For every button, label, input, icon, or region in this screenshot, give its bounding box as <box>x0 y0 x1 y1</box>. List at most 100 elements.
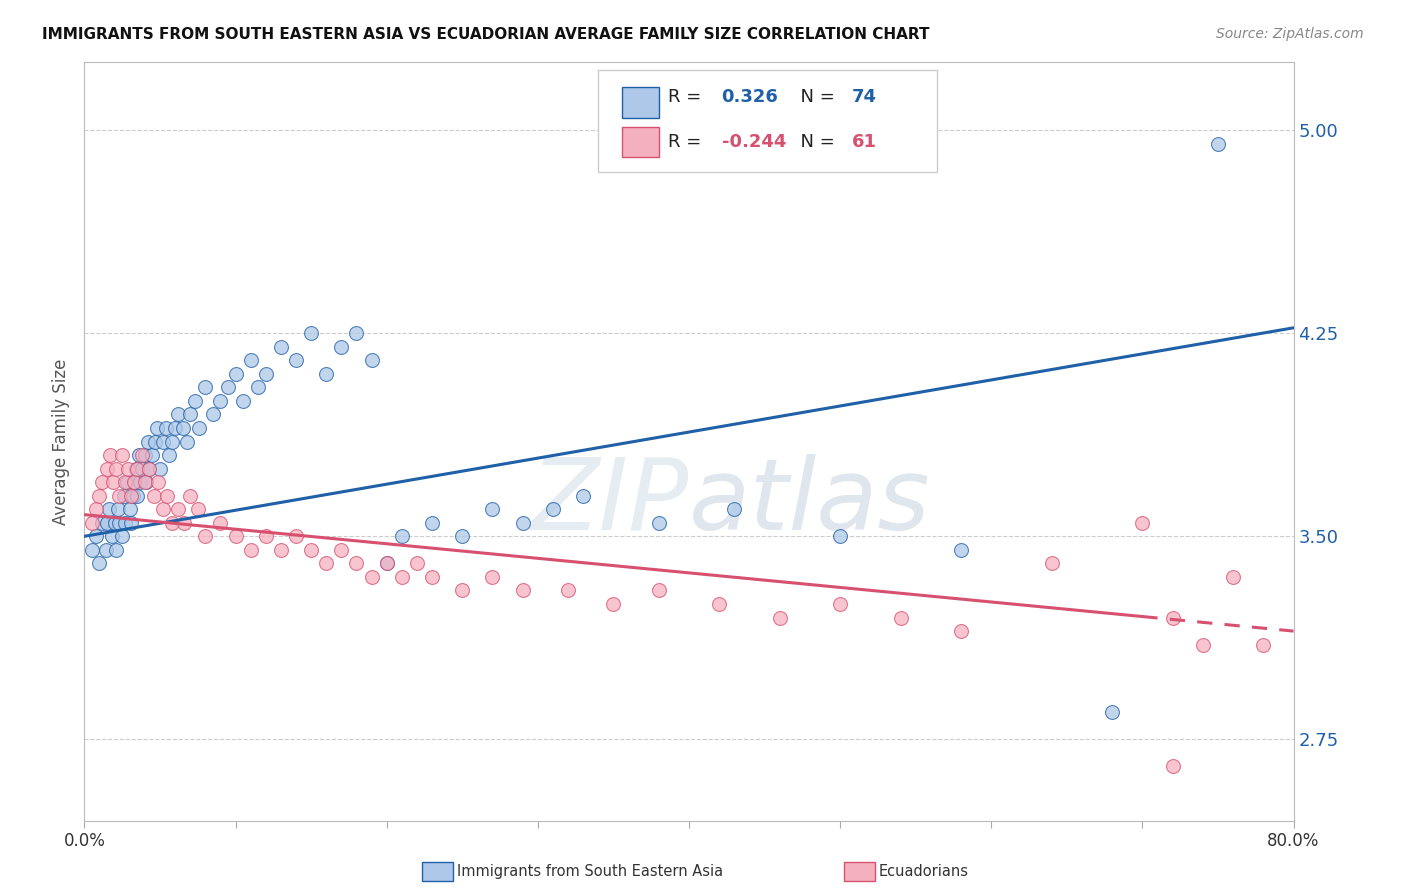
Point <box>127 489 149 503</box>
Text: 0.326: 0.326 <box>721 87 779 105</box>
Point <box>950 624 973 638</box>
Point <box>225 367 247 381</box>
Point <box>176 434 198 449</box>
Text: 74: 74 <box>852 87 877 105</box>
Point <box>127 461 149 475</box>
Point <box>330 340 353 354</box>
Point <box>1101 706 1123 720</box>
Point <box>254 367 277 381</box>
Point <box>114 475 136 490</box>
Point <box>108 489 131 503</box>
Point <box>125 461 148 475</box>
Point <box>723 502 745 516</box>
Point <box>111 448 134 462</box>
Point <box>375 557 398 571</box>
Text: N =: N = <box>789 133 841 151</box>
Point <box>160 516 183 530</box>
Text: R =: R = <box>668 87 707 105</box>
Point <box>156 489 179 503</box>
Point <box>270 542 292 557</box>
Point <box>120 516 142 530</box>
Point <box>330 542 353 557</box>
Point <box>1192 638 1215 652</box>
Point <box>481 570 503 584</box>
Point <box>89 489 111 503</box>
Point <box>346 326 368 341</box>
Point <box>108 516 131 530</box>
Point <box>128 448 150 462</box>
Point <box>117 461 139 475</box>
Point <box>360 570 382 584</box>
Point <box>157 448 180 462</box>
Point <box>247 380 270 394</box>
Point <box>179 489 201 503</box>
Point <box>115 475 138 490</box>
Point <box>165 421 187 435</box>
Point <box>451 529 474 543</box>
FancyBboxPatch shape <box>623 87 659 118</box>
Point <box>830 597 852 611</box>
Point <box>142 489 165 503</box>
Point <box>136 434 159 449</box>
Point <box>315 367 337 381</box>
Point <box>541 502 564 516</box>
Text: Source: ZipAtlas.com: Source: ZipAtlas.com <box>1216 27 1364 41</box>
Point <box>270 340 292 354</box>
Point <box>96 516 118 530</box>
Point <box>91 475 114 490</box>
Point <box>1040 557 1063 571</box>
Point <box>285 529 308 543</box>
Point <box>98 448 121 462</box>
Point <box>94 542 117 557</box>
Point <box>360 353 382 368</box>
Point <box>89 557 111 571</box>
Point <box>134 475 156 490</box>
Y-axis label: Average Family Size: Average Family Size <box>52 359 70 524</box>
Point <box>86 502 108 516</box>
Point <box>105 542 128 557</box>
Point <box>1206 136 1229 151</box>
Point <box>167 408 190 422</box>
Point <box>187 502 209 516</box>
FancyBboxPatch shape <box>599 70 936 172</box>
Point <box>101 475 124 490</box>
Point <box>1161 759 1184 773</box>
Point <box>194 380 217 394</box>
Point <box>118 502 141 516</box>
Text: 61: 61 <box>852 133 877 151</box>
Point <box>122 475 145 490</box>
Point <box>145 434 167 449</box>
Point <box>512 516 534 530</box>
Point <box>1161 610 1184 624</box>
Point <box>406 557 429 571</box>
Point <box>451 583 474 598</box>
Point <box>391 529 413 543</box>
Point <box>512 583 534 598</box>
Point <box>830 529 852 543</box>
Point <box>315 557 337 571</box>
Point <box>1253 638 1275 652</box>
Point <box>80 516 103 530</box>
Point <box>232 393 254 408</box>
Point <box>188 421 211 435</box>
Point <box>420 570 443 584</box>
Point <box>167 502 190 516</box>
Point <box>299 542 322 557</box>
Point <box>149 461 172 475</box>
Point <box>107 502 129 516</box>
Point <box>346 557 368 571</box>
Point <box>111 529 134 543</box>
Point <box>225 529 247 543</box>
Point <box>239 542 262 557</box>
Point <box>602 597 624 611</box>
FancyBboxPatch shape <box>623 127 659 157</box>
Point <box>146 421 169 435</box>
Point <box>135 475 157 490</box>
Point <box>285 353 308 368</box>
Point <box>138 461 160 475</box>
Point <box>481 502 503 516</box>
Point <box>375 557 398 571</box>
Text: R =: R = <box>668 133 707 151</box>
Text: atlas: atlas <box>689 454 931 550</box>
Point <box>152 502 174 516</box>
